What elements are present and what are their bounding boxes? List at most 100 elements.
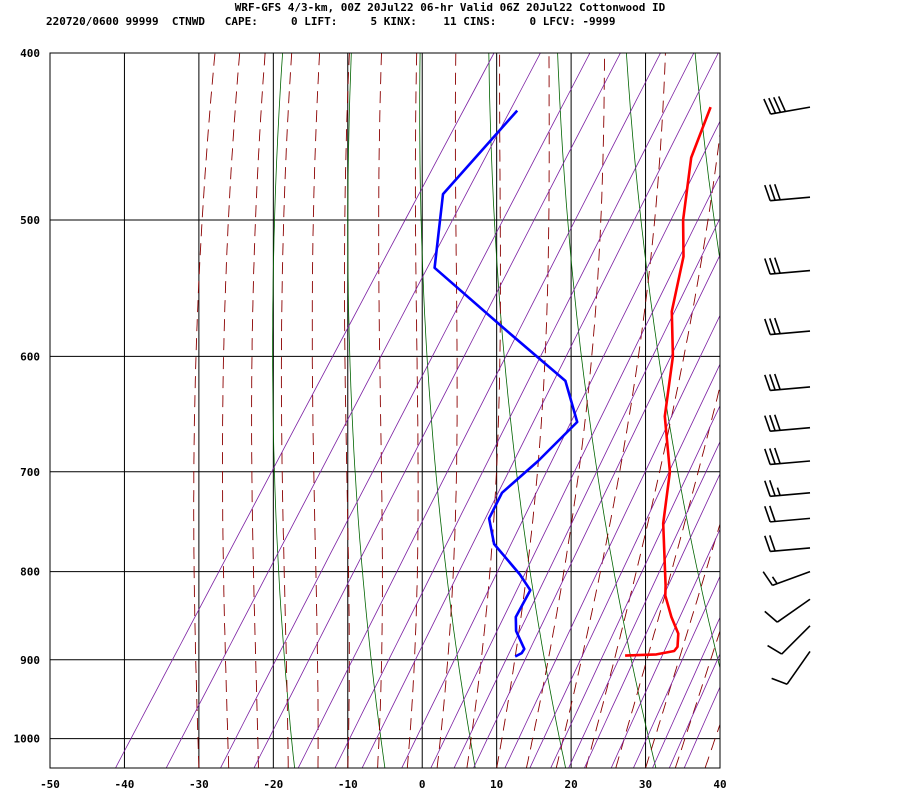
x-tick-label: 0 — [419, 778, 426, 791]
y-tick-label: 900 — [20, 654, 40, 667]
wind-barb — [764, 317, 811, 336]
barb-feather — [764, 374, 771, 391]
moist-adiabat-line — [436, 53, 458, 768]
chart-title: WRF-GFS 4/3-km, 00Z 20Jul22 06-hr Valid … — [234, 1, 666, 14]
barb-staff — [770, 386, 811, 392]
wind-barb — [763, 96, 811, 115]
dewpoint-profile — [433, 109, 579, 658]
wind-barb — [771, 650, 811, 685]
wind-barb — [762, 570, 811, 587]
moist-adiabat-line — [645, 522, 720, 768]
plot-frame — [49, 52, 721, 769]
mixing-ratio-line — [253, 53, 621, 768]
y-tick-label: 400 — [20, 47, 40, 60]
mixing-ratio-line — [361, 53, 719, 768]
barb-feather — [763, 98, 772, 115]
barb-staff — [770, 106, 811, 115]
x-tick-label: -30 — [189, 778, 209, 791]
moist-adiabat-line — [344, 53, 350, 768]
x-tick-label: 30 — [639, 778, 652, 791]
barb-feather — [773, 183, 781, 201]
barb-staff — [772, 570, 811, 587]
barb-feather — [773, 317, 781, 334]
mixing-ratio-line — [633, 575, 720, 768]
mixing-ratio-line — [529, 363, 720, 768]
moist-adiabat-line — [251, 53, 266, 768]
x-tick-label: -50 — [40, 778, 60, 791]
y-tick-label: 700 — [20, 466, 40, 479]
barb-feather — [764, 184, 771, 201]
wind-barb — [764, 505, 811, 523]
y-tick-label: 1000 — [14, 733, 41, 746]
mixing-ratio-line — [668, 652, 720, 768]
chart-grid — [50, 53, 900, 768]
barb-staff — [770, 460, 811, 466]
barb-feather — [771, 576, 778, 585]
mixing-ratio-line — [610, 528, 720, 768]
x-tick-label: -20 — [263, 778, 283, 791]
barb-feather — [764, 258, 771, 275]
barb-feather — [768, 374, 776, 391]
barb-feather — [764, 480, 771, 497]
barb-feather — [773, 257, 781, 274]
mixing-ratio-line — [165, 53, 541, 768]
moist-adiabat-line — [311, 53, 321, 768]
wind-barb — [764, 183, 811, 202]
barb-feather — [773, 414, 781, 431]
barb-feather — [768, 414, 776, 432]
mixing-ratio-line — [473, 254, 720, 768]
barb-staff — [770, 269, 811, 275]
moist-adiabat-line — [406, 53, 419, 768]
moist-adiabat-line — [377, 53, 383, 768]
wind-barb — [764, 447, 811, 466]
moist-adiabat-line — [193, 53, 216, 768]
chart-subtitle: 220720/0600 99999 CTNWD CAPE: 0 LIFT: 5 … — [46, 15, 616, 28]
mixing-ratio-line — [401, 120, 720, 768]
temperature-profile — [625, 106, 712, 657]
y-tick-label: 500 — [20, 214, 40, 227]
barb-feather — [764, 506, 771, 523]
moist-adiabat-line — [280, 53, 293, 768]
barb-feather — [768, 505, 776, 522]
mixing-ratio-line — [297, 53, 661, 768]
barb-staff — [781, 625, 811, 655]
barb-feather — [768, 480, 776, 497]
barb-feather — [773, 373, 781, 390]
barb-feather — [773, 96, 782, 113]
moist-adiabat-line — [674, 629, 720, 768]
mixing-ratio-line — [550, 404, 720, 768]
barb-staff — [776, 598, 811, 623]
mixing-ratio-line — [453, 217, 720, 768]
dry-adiabat-line — [419, 53, 476, 768]
barb-feather — [768, 448, 776, 465]
mixing-ratio-line — [652, 616, 720, 768]
barb-staff — [786, 650, 811, 685]
mixing-ratio-line — [334, 53, 695, 768]
barb-staff — [770, 517, 811, 523]
wind-barb — [764, 598, 811, 623]
moist-adiabat-line — [496, 53, 550, 768]
moist-adiabat-line — [555, 53, 666, 768]
y-tick-label: 600 — [20, 350, 40, 363]
wind-barb — [767, 625, 811, 655]
dry-adiabat-line — [764, 53, 900, 768]
moist-adiabat-line — [615, 384, 720, 768]
barb-feather — [773, 447, 781, 464]
dry-adiabat-line — [488, 53, 566, 768]
barb-feather — [771, 677, 788, 685]
barb-staff — [770, 547, 811, 553]
x-tick-label: -40 — [115, 778, 135, 791]
barb-feather — [768, 184, 776, 201]
wind-barb — [764, 480, 811, 498]
mixing-ratio-line — [430, 174, 720, 768]
moist-adiabat-line — [585, 130, 720, 768]
mixing-ratio-line — [504, 314, 720, 768]
y-tick-label: 800 — [20, 566, 40, 579]
barb-feather — [764, 610, 778, 623]
dry-adiabat-line — [833, 53, 900, 768]
barb-staff — [770, 196, 811, 202]
wind-barb — [764, 257, 811, 275]
dry-adiabat-line — [557, 53, 657, 768]
barb-feather — [768, 257, 776, 274]
